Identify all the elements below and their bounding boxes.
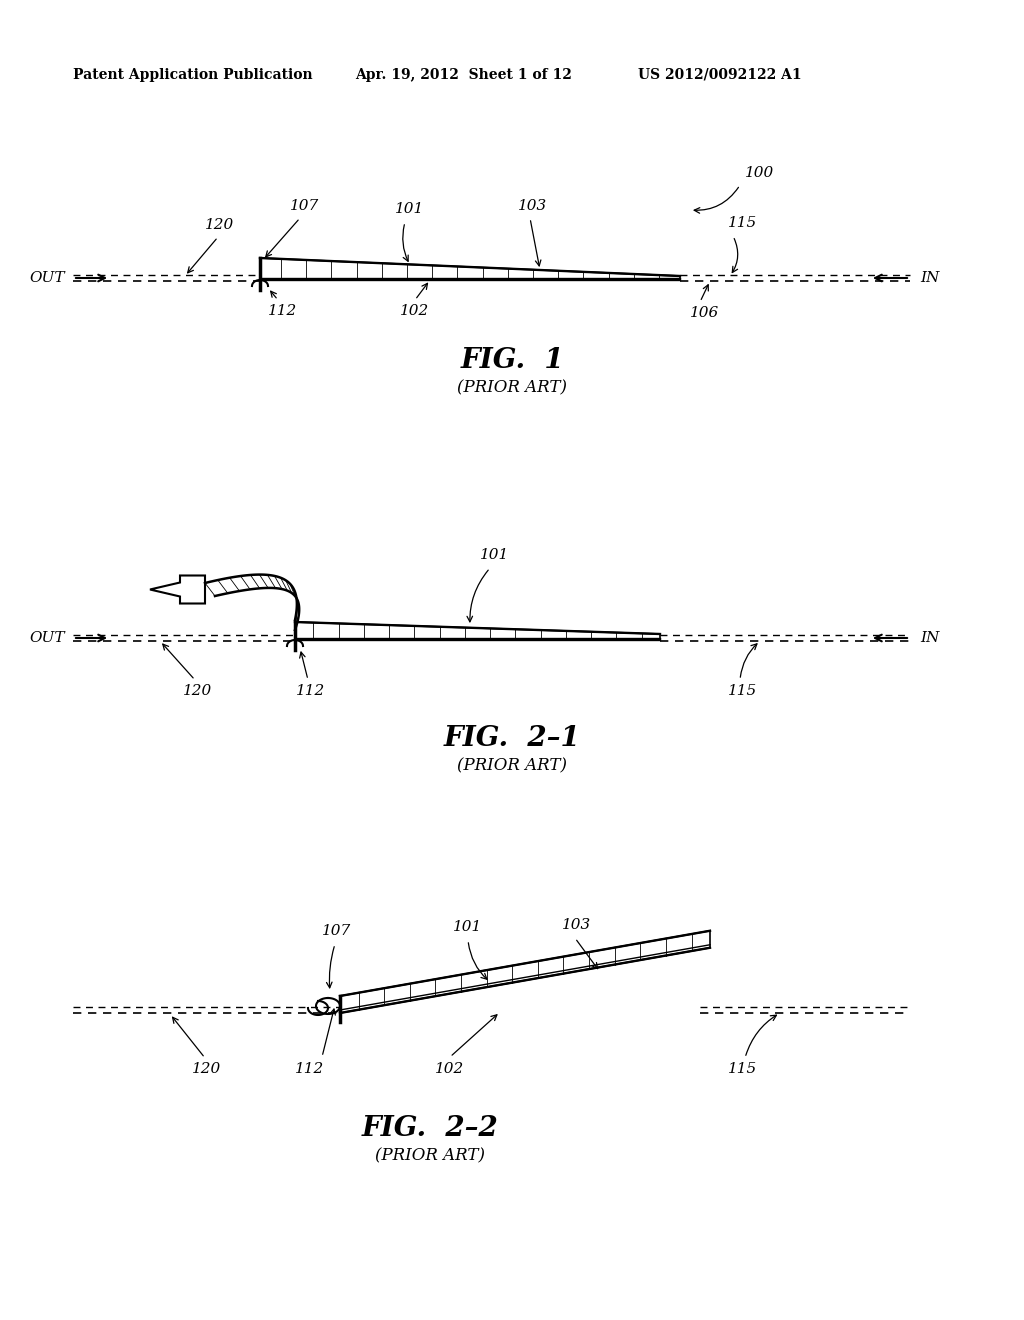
Text: 115: 115 bbox=[728, 216, 758, 230]
Text: 103: 103 bbox=[562, 917, 591, 932]
Text: 102: 102 bbox=[435, 1063, 464, 1076]
Text: 102: 102 bbox=[400, 304, 429, 318]
Text: 120: 120 bbox=[183, 684, 212, 698]
Text: 120: 120 bbox=[205, 218, 234, 232]
Text: IN: IN bbox=[920, 631, 939, 645]
Text: IN: IN bbox=[920, 271, 939, 285]
Text: FIG.  2–1: FIG. 2–1 bbox=[443, 725, 581, 751]
Text: US 2012/0092122 A1: US 2012/0092122 A1 bbox=[638, 69, 802, 82]
Text: (PRIOR ART): (PRIOR ART) bbox=[457, 380, 567, 396]
Text: Patent Application Publication: Patent Application Publication bbox=[73, 69, 312, 82]
Text: 115: 115 bbox=[728, 684, 758, 698]
Text: 101: 101 bbox=[395, 202, 424, 216]
Text: FIG.  2–2: FIG. 2–2 bbox=[361, 1114, 499, 1142]
Text: 101: 101 bbox=[480, 548, 509, 562]
Text: 107: 107 bbox=[322, 924, 351, 939]
Text: 100: 100 bbox=[745, 166, 774, 180]
Text: 120: 120 bbox=[193, 1063, 221, 1076]
Text: 103: 103 bbox=[518, 199, 547, 213]
Text: 107: 107 bbox=[290, 199, 319, 213]
Text: 115: 115 bbox=[728, 1063, 758, 1076]
Text: 112: 112 bbox=[296, 684, 326, 698]
Text: OUT: OUT bbox=[30, 271, 65, 285]
Text: 101: 101 bbox=[453, 920, 482, 935]
Text: 112: 112 bbox=[268, 304, 297, 318]
Text: (PRIOR ART): (PRIOR ART) bbox=[375, 1147, 485, 1164]
Text: 106: 106 bbox=[690, 306, 719, 319]
Text: OUT: OUT bbox=[30, 631, 65, 645]
Text: 112: 112 bbox=[295, 1063, 325, 1076]
Text: (PRIOR ART): (PRIOR ART) bbox=[457, 758, 567, 775]
Text: Apr. 19, 2012  Sheet 1 of 12: Apr. 19, 2012 Sheet 1 of 12 bbox=[355, 69, 571, 82]
Text: FIG.  1: FIG. 1 bbox=[460, 346, 564, 374]
